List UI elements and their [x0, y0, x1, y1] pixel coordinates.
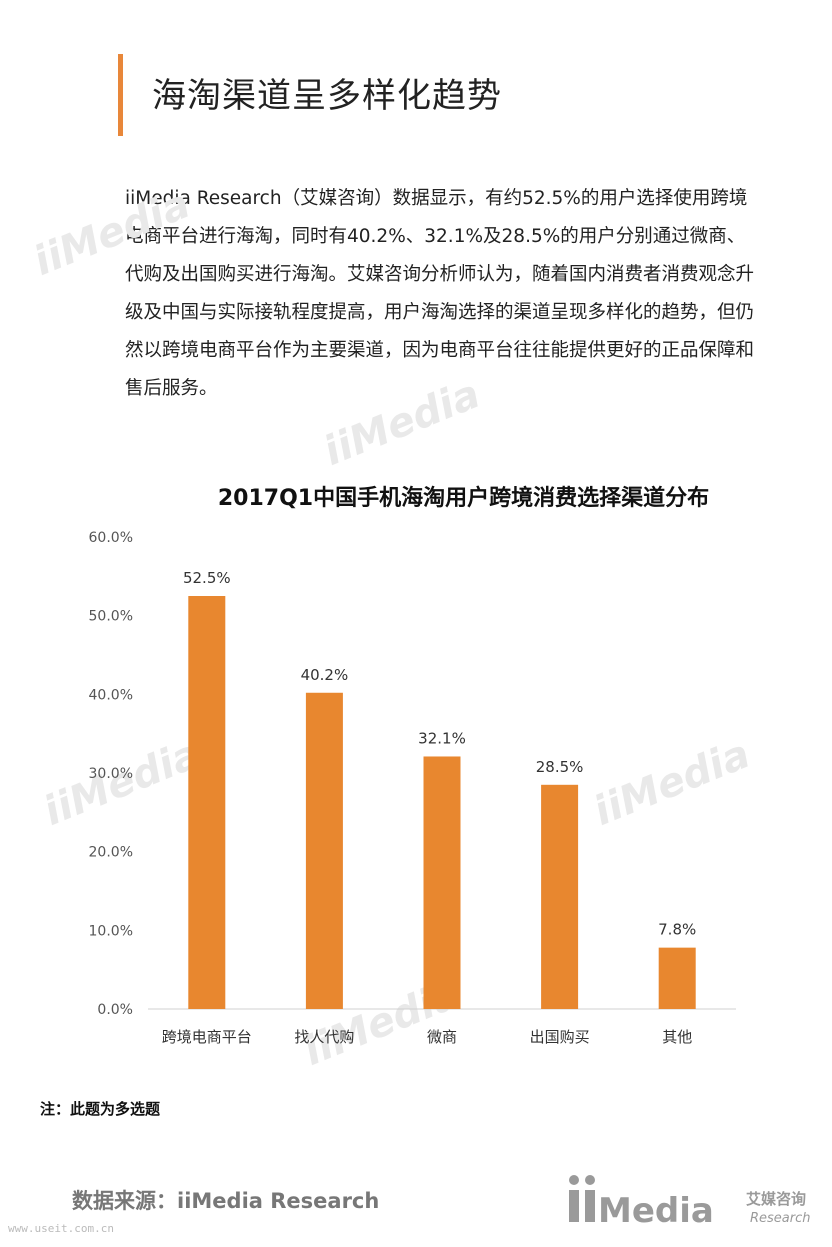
- chart-title: 2017Q1中国手机海淘用户跨境消费选择渠道分布: [217, 486, 710, 511]
- imedia-logo: Media 艾媒咨询 Research: [569, 1175, 811, 1230]
- bar: [188, 596, 226, 1009]
- logo-dot-icon: [569, 1175, 579, 1185]
- y-tick-label: 60.0%: [89, 530, 133, 546]
- logo-brand: Media: [598, 1191, 714, 1230]
- x-category-label: 跨境电商平台: [162, 1028, 252, 1046]
- logo-cn: 艾媒咨询: [746, 1190, 806, 1208]
- logo-bar-icon: [569, 1190, 579, 1222]
- x-category-label: 找人代购: [294, 1028, 354, 1046]
- x-category-label: 微商: [427, 1028, 457, 1046]
- watermark-url: www.useit.com.cn: [8, 1222, 114, 1235]
- chart-note: 注：此题为多选题: [40, 1100, 161, 1118]
- logo-en: Research: [750, 1211, 811, 1226]
- x-category-label: 其他: [662, 1028, 692, 1046]
- x-category-label: 出国购买: [530, 1028, 590, 1046]
- data-label: 52.5%: [183, 569, 231, 587]
- data-label: 7.8%: [658, 921, 696, 939]
- y-tick-label: 20.0%: [89, 845, 133, 861]
- data-label: 40.2%: [301, 666, 349, 684]
- bar: [658, 947, 696, 1009]
- bar: [305, 692, 343, 1009]
- y-tick-label: 40.0%: [89, 687, 133, 703]
- page-title: 海淘渠道呈多样化趋势: [152, 76, 502, 116]
- y-tick-label: 50.0%: [89, 609, 133, 625]
- data-label: 28.5%: [536, 758, 584, 776]
- y-tick-label: 30.0%: [89, 766, 133, 782]
- logo-dot-icon: [585, 1175, 595, 1185]
- bar: [541, 784, 579, 1009]
- logo-bar-icon: [585, 1190, 595, 1222]
- y-tick-label: 0.0%: [97, 1002, 133, 1018]
- body-paragraph: iiMedia Research（艾媒咨询）数据显示，有约52.5%的用户选择使…: [125, 188, 755, 399]
- data-source: 数据来源：iiMedia Research: [72, 1189, 380, 1213]
- title-accent-bar: [118, 54, 123, 136]
- bar: [423, 756, 461, 1009]
- y-tick-label: 10.0%: [89, 923, 133, 939]
- data-label: 32.1%: [418, 729, 466, 747]
